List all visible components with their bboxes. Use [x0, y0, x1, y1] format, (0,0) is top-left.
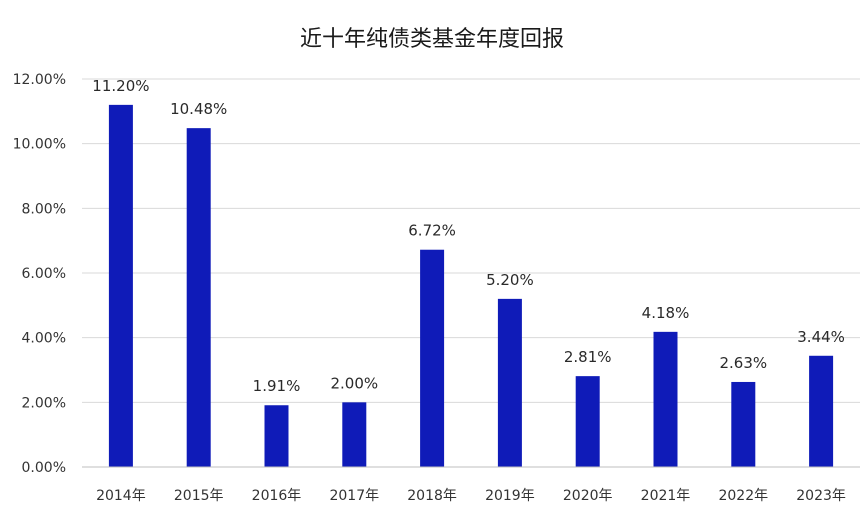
chart-title: 近十年纯债类基金年度回报 — [300, 27, 564, 52]
bar — [497, 298, 522, 467]
x-tick-label: 2018年 — [407, 488, 457, 504]
x-tick-label: 2017年 — [329, 488, 379, 504]
data-label: 2.00% — [330, 374, 378, 392]
y-tick-label: 4.00% — [22, 331, 66, 347]
bars — [108, 104, 834, 467]
data-label: 5.20% — [486, 271, 534, 289]
y-tick-label: 2.00% — [22, 395, 66, 411]
bar — [420, 249, 445, 467]
x-tick-label: 2015年 — [174, 488, 224, 504]
data-label: 10.48% — [170, 100, 227, 118]
bar — [809, 355, 834, 467]
x-tick-label: 2020年 — [563, 488, 613, 504]
x-axis-ticks: 2014年 2015年 2016年 2017年 2018年 2019年 2020年 2021年… — [96, 488, 846, 504]
bar — [264, 405, 289, 467]
x-tick-label: 2016年 — [252, 488, 302, 504]
x-tick-label: 2022年 — [718, 488, 768, 504]
data-label: 1.91% — [253, 377, 301, 395]
x-tick-label: 2021年 — [641, 488, 691, 504]
data-label: 4.18% — [642, 304, 690, 322]
y-tick-label: 8.00% — [22, 201, 66, 217]
gridlines — [82, 78, 860, 403]
x-tick-label: 2014年 — [96, 488, 146, 504]
bar — [731, 381, 756, 467]
data-labels: 11.20% 10.48% 1.91% 2.00% 6.72% 5.20% 2.81% 4.1… — [92, 77, 845, 395]
data-label: 2.63% — [719, 354, 767, 372]
data-label: 11.20% — [92, 77, 149, 95]
bar — [575, 376, 600, 467]
bar — [186, 128, 211, 467]
bar — [108, 104, 133, 467]
y-tick-label: 6.00% — [22, 266, 66, 282]
x-tick-label: 2019年 — [485, 488, 535, 504]
data-label: 3.44% — [797, 328, 845, 346]
x-tick-label: 2023年 — [796, 488, 846, 504]
bar — [342, 402, 367, 467]
y-tick-label: 0.00% — [22, 460, 66, 476]
data-label: 2.81% — [564, 348, 612, 366]
data-label: 6.72% — [408, 222, 456, 240]
y-axis-ticks: 0.00% 2.00% 4.00% 6.00% 8.00% 10.00% 12.00% — [13, 72, 66, 476]
bar — [653, 331, 678, 467]
y-tick-label: 10.00% — [13, 137, 66, 153]
y-tick-label: 12.00% — [13, 72, 66, 88]
